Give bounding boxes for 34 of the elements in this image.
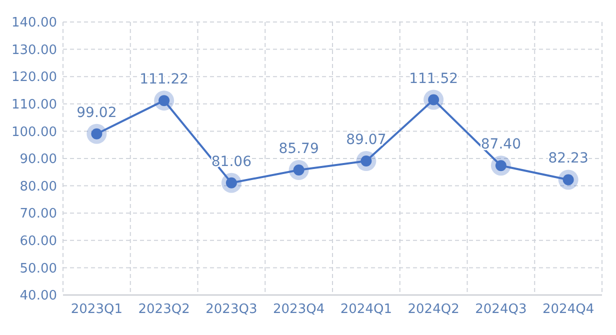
data-label: 99.02 [76, 104, 117, 121]
point [221, 172, 242, 193]
x-tick-label: 2023Q1 [70, 302, 122, 317]
y-tick-label: 60.00 [20, 234, 57, 249]
y-tick-label: 40.00 [20, 288, 57, 304]
y-tick-label: 110.00 [12, 97, 57, 112]
y-tick-label: 140.00 [12, 16, 57, 31]
y-tick-label: 70.00 [20, 206, 57, 222]
x-tick-label: 2024Q2 [408, 302, 460, 317]
x-tick-label: 2024Q4 [542, 302, 594, 317]
data-label: 111.52 [409, 70, 458, 87]
y-tick-label: 130.00 [12, 42, 57, 58]
point [490, 156, 511, 176]
x-tick-label: 2023Q2 [138, 302, 190, 317]
point [86, 124, 107, 144]
y-tick-label: 80.00 [20, 179, 57, 194]
point [288, 160, 309, 180]
point [356, 151, 376, 172]
x-tick-label: 2023Q4 [273, 302, 325, 317]
point [424, 90, 444, 110]
y-tick-label: 100.00 [12, 124, 57, 140]
data-label: 82.23 [548, 150, 588, 167]
y-tick-label: 90.00 [20, 152, 57, 168]
data-label: 89.07 [346, 132, 386, 148]
x-tick-label: 2023Q3 [206, 302, 258, 317]
point [558, 170, 578, 190]
data-label: 87.40 [480, 136, 521, 153]
data-label: 111.22 [140, 72, 189, 88]
point [154, 90, 174, 111]
x-tick-label: 2024Q1 [340, 302, 392, 317]
x-tick-label: 2024Q3 [475, 302, 527, 317]
y-tick-label: 120.00 [12, 70, 57, 86]
data-label: 85.79 [278, 140, 319, 157]
y-tick-label: 50.00 [20, 261, 57, 276]
